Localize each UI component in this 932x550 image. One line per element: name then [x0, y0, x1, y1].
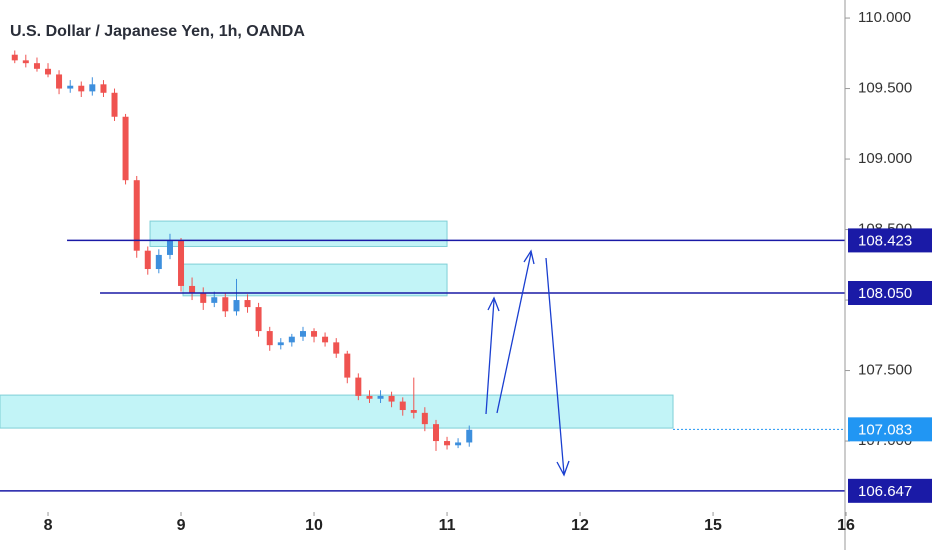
candle-body: [89, 84, 96, 92]
candle-body: [200, 292, 207, 303]
candle-body: [166, 240, 173, 255]
arrow: [496, 249, 535, 414]
x-tick-label: 11: [439, 517, 456, 534]
candle-body: [455, 442, 462, 446]
candle-body: [355, 377, 362, 396]
arrow: [545, 257, 570, 477]
price-tag-label: 108.050: [858, 285, 912, 302]
x-tick-label: 16: [837, 517, 855, 534]
y-tick-label: 109.000: [858, 150, 912, 167]
candle-body: [178, 240, 185, 286]
candle-body: [11, 54, 18, 61]
zone: [149, 220, 448, 247]
candle-body: [311, 331, 318, 337]
candle-body: [144, 250, 151, 270]
chart-title: U.S. Dollar / Japanese Yen, 1h, OANDA: [10, 23, 305, 40]
candle-body: [45, 68, 52, 75]
price-tag: [848, 228, 932, 253]
x-tick-label: 8: [44, 517, 53, 534]
candle-body: [333, 342, 340, 354]
candle-body: [388, 395, 395, 402]
price-tag-label: 106.647: [858, 483, 912, 500]
price-axis-panel: [845, 0, 932, 550]
x-tick-label: 9: [177, 517, 186, 534]
plot-marks: [0, 50, 845, 492]
candle-body: [299, 331, 306, 337]
candle-body: [410, 410, 417, 413]
candle-body: [33, 63, 40, 69]
price-tag: [848, 280, 932, 305]
price-tag-label: 107.083: [858, 421, 912, 438]
candle-body: [189, 285, 196, 293]
zone: [182, 263, 448, 297]
arrow: [485, 296, 500, 415]
y-tick-label: 109.500: [858, 80, 912, 97]
plot-back: [0, 220, 674, 429]
axes: 107.000107.500108.000108.500109.000109.5…: [44, 9, 932, 534]
candle-body: [288, 336, 295, 343]
candle-body: [133, 180, 140, 251]
candle-body: [67, 85, 74, 89]
zone: [0, 394, 674, 429]
candle-body: [111, 92, 118, 117]
price-tag: [848, 417, 932, 442]
candle-body: [421, 412, 428, 425]
candle-body: [22, 60, 29, 64]
price-tag-label: 108.423: [858, 232, 912, 249]
y-tick-label: 107.500: [858, 362, 912, 379]
candle-body: [266, 331, 273, 346]
candle-body: [377, 395, 384, 399]
candle-body: [399, 401, 406, 411]
x-tick-label: 15: [704, 517, 722, 534]
candle-body: [155, 254, 162, 270]
candle-body: [56, 74, 63, 89]
candle-body: [344, 353, 351, 378]
candle-body: [78, 85, 85, 92]
candle-body: [222, 297, 229, 312]
candle-body: [211, 297, 218, 303]
price-tag: [848, 478, 932, 503]
candle-body: [122, 116, 129, 181]
candle-body: [322, 336, 329, 343]
candle-body: [277, 342, 284, 346]
candle-body: [444, 441, 451, 446]
candle-body: [233, 300, 240, 312]
x-tick-label: 12: [571, 517, 589, 534]
candle-body: [366, 395, 373, 399]
hand-arrows: [485, 249, 570, 477]
y-tick-label: 110.000: [858, 9, 911, 26]
candle-body: [244, 300, 251, 308]
x-tick-label: 10: [305, 517, 323, 534]
candle-body: [433, 424, 440, 442]
candle-body: [255, 307, 262, 332]
candle-body: [466, 429, 473, 443]
candle-body: [100, 84, 107, 93]
